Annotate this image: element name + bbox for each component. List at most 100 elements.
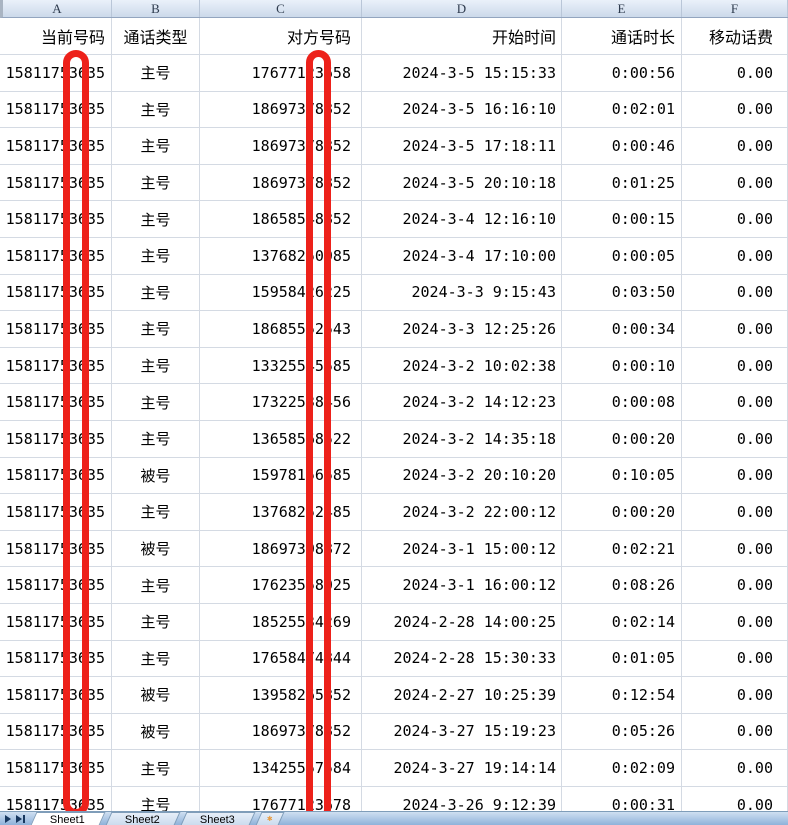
cell-F15[interactable]: 0.00 <box>682 530 788 568</box>
cell-B19[interactable]: 被号 <box>112 677 200 714</box>
cell-E6[interactable]: 0:00:15 <box>562 201 682 238</box>
cell-A11[interactable]: 15811753635 <box>0 384 112 421</box>
cell-E18[interactable]: 0:01:05 <box>562 640 682 678</box>
header-cell-E1[interactable]: 通话时长 <box>562 18 682 55</box>
cell-A10[interactable]: 15811753635 <box>0 347 112 385</box>
cell-C11[interactable]: 17322538456 <box>200 384 362 421</box>
cell-F14[interactable]: 0.00 <box>682 494 788 531</box>
cell-F7[interactable]: 0.00 <box>682 237 788 275</box>
cell-D20[interactable]: 2024-3-27 15:19:23 <box>362 713 562 751</box>
cell-C15[interactable]: 18697398872 <box>200 530 362 568</box>
cell-D12[interactable]: 2024-3-2 14:35:18 <box>362 420 562 458</box>
cell-A15[interactable]: 15811753635 <box>0 530 112 568</box>
cell-C16[interactable]: 17623558025 <box>200 567 362 604</box>
header-cell-D1[interactable]: 开始时间 <box>362 18 562 55</box>
cell-D19[interactable]: 2024-2-27 10:25:39 <box>362 677 562 714</box>
cell-B11[interactable]: 主号 <box>112 384 200 421</box>
cell-F13[interactable]: 0.00 <box>682 457 788 495</box>
cell-E13[interactable]: 0:10:05 <box>562 457 682 495</box>
cell-F16[interactable]: 0.00 <box>682 567 788 604</box>
cell-C8[interactable]: 15958426225 <box>200 274 362 312</box>
cell-C21[interactable]: 13425557584 <box>200 750 362 787</box>
cell-A3[interactable]: 15811753635 <box>0 91 112 129</box>
cell-B4[interactable]: 主号 <box>112 128 200 165</box>
cell-E2[interactable]: 0:00:56 <box>562 55 682 92</box>
cell-A14[interactable]: 15811753635 <box>0 494 112 531</box>
cell-A2[interactable]: 15811753635 <box>0 55 112 92</box>
cell-E9[interactable]: 0:00:34 <box>562 311 682 348</box>
tab-sheet2[interactable]: Sheet2 <box>102 812 181 825</box>
cell-F2[interactable]: 0.00 <box>682 55 788 92</box>
cell-B2[interactable]: 主号 <box>112 55 200 92</box>
cell-A7[interactable]: 15811753635 <box>0 237 112 275</box>
column-header-E[interactable]: E <box>562 0 682 17</box>
cell-D15[interactable]: 2024-3-1 15:00:12 <box>362 530 562 568</box>
cell-E17[interactable]: 0:02:14 <box>562 603 682 641</box>
cell-D16[interactable]: 2024-3-1 16:00:12 <box>362 567 562 604</box>
cell-A21[interactable]: 15811753635 <box>0 750 112 787</box>
header-cell-C1[interactable]: 对方号码 <box>200 18 362 55</box>
cell-D2[interactable]: 2024-3-5 15:15:33 <box>362 55 562 92</box>
header-cell-F1[interactable]: 移动话费 <box>682 18 788 55</box>
cell-F20[interactable]: 0.00 <box>682 713 788 751</box>
cell-B10[interactable]: 主号 <box>112 347 200 385</box>
cell-A17[interactable]: 15811753635 <box>0 603 112 641</box>
cell-A12[interactable]: 15811753635 <box>0 420 112 458</box>
tab-sheet3[interactable]: Sheet3 <box>177 812 256 825</box>
cell-A9[interactable]: 15811753635 <box>0 311 112 348</box>
sheet-nav-last-icon[interactable] <box>16 814 22 823</box>
column-header-C[interactable]: C <box>200 0 362 17</box>
cell-B7[interactable]: 主号 <box>112 237 200 275</box>
header-cell-A1[interactable]: 当前号码 <box>0 18 112 55</box>
cell-A6[interactable]: 15811753635 <box>0 201 112 238</box>
cell-B3[interactable]: 主号 <box>112 91 200 129</box>
cell-B15[interactable]: 被号 <box>112 530 200 568</box>
cell-B8[interactable]: 主号 <box>112 274 200 312</box>
cell-D21[interactable]: 2024-3-27 19:14:14 <box>362 750 562 787</box>
cell-E16[interactable]: 0:08:26 <box>562 567 682 604</box>
cell-B17[interactable]: 主号 <box>112 603 200 641</box>
cell-D17[interactable]: 2024-2-28 14:00:25 <box>362 603 562 641</box>
cell-A16[interactable]: 15811753635 <box>0 567 112 604</box>
cell-E4[interactable]: 0:00:46 <box>562 128 682 165</box>
cell-E19[interactable]: 0:12:54 <box>562 677 682 714</box>
column-header-D[interactable]: D <box>362 0 562 17</box>
cell-E12[interactable]: 0:00:20 <box>562 420 682 458</box>
cell-E7[interactable]: 0:00:05 <box>562 237 682 275</box>
cell-E11[interactable]: 0:00:08 <box>562 384 682 421</box>
cell-C18[interactable]: 17658474844 <box>200 640 362 678</box>
column-header-F[interactable]: F <box>682 0 788 17</box>
cell-A18[interactable]: 15811753635 <box>0 640 112 678</box>
cell-F18[interactable]: 0.00 <box>682 640 788 678</box>
column-header-B[interactable]: B <box>112 0 200 17</box>
cell-F21[interactable]: 0.00 <box>682 750 788 787</box>
cell-C19[interactable]: 13958265852 <box>200 677 362 714</box>
cell-C17[interactable]: 18525534269 <box>200 603 362 641</box>
cell-C6[interactable]: 18658548852 <box>200 201 362 238</box>
cell-D5[interactable]: 2024-3-5 20:10:18 <box>362 164 562 202</box>
column-header-A[interactable]: A <box>3 0 112 17</box>
cell-F5[interactable]: 0.00 <box>682 164 788 202</box>
cell-B20[interactable]: 被号 <box>112 713 200 751</box>
cell-E15[interactable]: 0:02:21 <box>562 530 682 568</box>
cell-B13[interactable]: 被号 <box>112 457 200 495</box>
cell-D18[interactable]: 2024-2-28 15:30:33 <box>362 640 562 678</box>
cell-B18[interactable]: 主号 <box>112 640 200 678</box>
sheet-nav-next-icon[interactable] <box>5 814 11 823</box>
cell-F12[interactable]: 0.00 <box>682 420 788 458</box>
cell-C5[interactable]: 18697378852 <box>200 164 362 202</box>
cell-F11[interactable]: 0.00 <box>682 384 788 421</box>
cell-F4[interactable]: 0.00 <box>682 128 788 165</box>
tab-sheet1[interactable]: Sheet1 <box>27 812 106 825</box>
cell-E8[interactable]: 0:03:50 <box>562 274 682 312</box>
cell-F9[interactable]: 0.00 <box>682 311 788 348</box>
cell-A13[interactable]: 15811753635 <box>0 457 112 495</box>
cell-C14[interactable]: 13768252485 <box>200 494 362 531</box>
cell-E21[interactable]: 0:02:09 <box>562 750 682 787</box>
cell-B5[interactable]: 主号 <box>112 164 200 202</box>
cell-C13[interactable]: 15978156585 <box>200 457 362 495</box>
cell-C3[interactable]: 18697378852 <box>200 91 362 129</box>
insert-worksheet-tab[interactable]: ✱ <box>252 812 285 825</box>
cell-D6[interactable]: 2024-3-4 12:16:10 <box>362 201 562 238</box>
cell-A8[interactable]: 15811753635 <box>0 274 112 312</box>
